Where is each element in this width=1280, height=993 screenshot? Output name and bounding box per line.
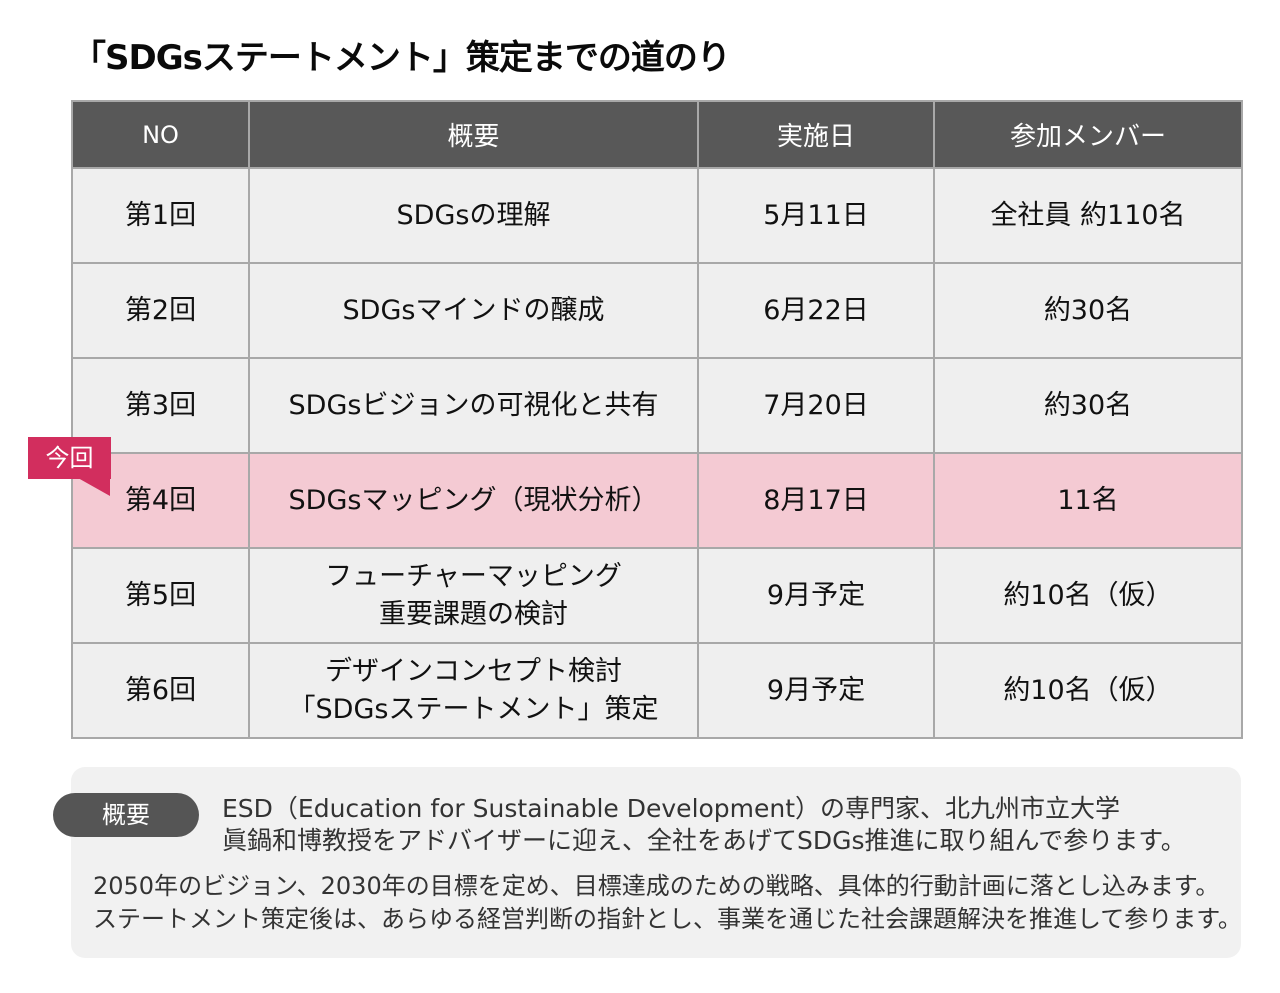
callout-tail-icon <box>78 478 110 496</box>
cell-members: 全社員 約110名 <box>933 167 1243 264</box>
cell-members: 約10名（仮） <box>933 547 1243 644</box>
table-row: 第5回 フューチャーマッピング 重要課題の検討 9月予定 約10名（仮） <box>71 547 1243 644</box>
summary-lead-line: 眞鍋和博教授をアドバイザーに迎え、全社をあげてSDGs推進に取り組んで参ります。 <box>222 826 1186 855</box>
summary-line: SDGsマインドの醸成 <box>342 294 605 326</box>
cell-no: 第5回 <box>71 547 250 644</box>
summary-body-line: ステートメント策定後は、あらゆる経営判断の指針とし、事業を通じた社会課題解決を推… <box>93 905 1242 933</box>
summary-line: 重要課題の検討 <box>379 598 568 630</box>
cell-members: 約10名（仮） <box>933 642 1243 739</box>
summary-line: フューチャーマッピング <box>325 560 622 592</box>
summary-line: SDGsマッピング（現状分析） <box>288 484 659 516</box>
column-header-no: NO <box>71 100 250 169</box>
column-header-members: 参加メンバー <box>933 100 1243 169</box>
table-row-current: 第4回 SDGsマッピング（現状分析） 8月17日 11名 <box>71 452 1243 549</box>
summary-lead-line: ESD（Education for Sustainable Developmen… <box>222 794 1121 823</box>
cell-summary: SDGsマインドの醸成 <box>248 262 699 359</box>
summary-line: SDGsビジョンの可視化と共有 <box>288 389 659 421</box>
cell-no: 第2回 <box>71 262 250 359</box>
cell-summary: SDGsの理解 <box>248 167 699 264</box>
cell-members: 11名 <box>933 452 1243 549</box>
cell-date: 9月予定 <box>697 547 935 644</box>
cell-members: 約30名 <box>933 262 1243 359</box>
table-row: 第3回 SDGsビジョンの可視化と共有 7月20日 約30名 <box>71 357 1243 454</box>
column-header-date: 実施日 <box>697 100 935 169</box>
cell-summary: デザインコンセプト検討 「SDGsステートメント」策定 <box>248 642 699 739</box>
cell-summary: SDGsビジョンの可視化と共有 <box>248 357 699 454</box>
cell-members: 約30名 <box>933 357 1243 454</box>
summary-line: 「SDGsステートメント」策定 <box>288 693 659 725</box>
schedule-table: NO 概要 実施日 参加メンバー 第1回 SDGsの理解 5月11日 全社員 約… <box>71 100 1243 739</box>
cell-no: 第1回 <box>71 167 250 264</box>
summary-line: SDGsの理解 <box>396 199 551 231</box>
page-title: 「SDGsステートメント」策定までの道のり <box>72 38 731 78</box>
summary-box <box>71 767 1241 958</box>
summary-label-pill: 概要 <box>53 793 199 837</box>
summary-lead-text: ESD（Education for Sustainable Developmen… <box>222 793 1232 857</box>
table-row: 第1回 SDGsの理解 5月11日 全社員 約110名 <box>71 167 1243 264</box>
summary-body-line: 2050年のビジョン、2030年の目標を定め、目標達成のための戦略、具体的行動計… <box>93 872 1220 900</box>
cell-date: 6月22日 <box>697 262 935 359</box>
cell-date: 9月予定 <box>697 642 935 739</box>
table-row: 第6回 デザインコンセプト検討 「SDGsステートメント」策定 9月予定 約10… <box>71 642 1243 739</box>
cell-date: 7月20日 <box>697 357 935 454</box>
cell-no: 第6回 <box>71 642 250 739</box>
summary-body-text: 2050年のビジョン、2030年の目標を定め、目標達成のための戦略、具体的行動計… <box>93 870 1242 936</box>
summary-line: デザインコンセプト検討 <box>325 655 622 687</box>
table-header-row: NO 概要 実施日 参加メンバー <box>71 100 1243 169</box>
cell-summary: SDGsマッピング（現状分析） <box>248 452 699 549</box>
cell-summary: フューチャーマッピング 重要課題の検討 <box>248 547 699 644</box>
cell-date: 8月17日 <box>697 452 935 549</box>
table-row: 第2回 SDGsマインドの醸成 6月22日 約30名 <box>71 262 1243 359</box>
current-session-badge: 今回 <box>28 437 111 479</box>
column-header-summary: 概要 <box>248 100 699 169</box>
cell-date: 5月11日 <box>697 167 935 264</box>
